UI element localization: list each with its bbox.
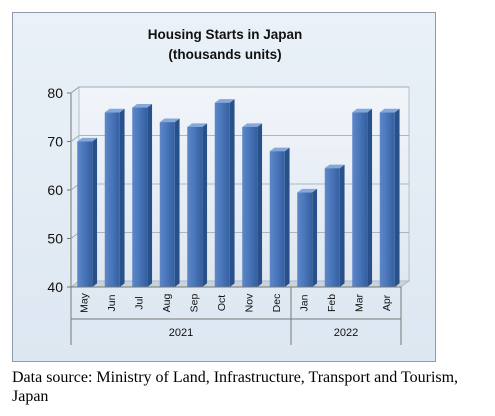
x-tick-label: Mar xyxy=(354,293,366,312)
bar xyxy=(187,126,203,287)
bar-chart: Housing Starts in Japan (thousands units… xyxy=(47,27,411,345)
bar-side xyxy=(312,188,318,287)
bar xyxy=(379,112,395,288)
y-tick-label: 80 xyxy=(47,85,63,101)
x-tick-label: Feb xyxy=(326,294,338,312)
chart-frame: Housing Starts in Japan (thousands units… xyxy=(12,12,436,362)
bar-side xyxy=(147,103,153,287)
bar-top xyxy=(269,147,290,152)
bar-top xyxy=(352,108,373,113)
gridline xyxy=(70,86,409,94)
x-tick-label: May xyxy=(79,292,91,313)
x-tick-label: Dec xyxy=(271,294,283,313)
bar-top xyxy=(379,108,400,113)
bar-top xyxy=(159,118,180,123)
bar-top xyxy=(214,99,235,103)
bar xyxy=(104,112,120,288)
bar-side xyxy=(92,137,98,287)
x-tick-label: Jan xyxy=(299,294,311,311)
bar-side xyxy=(367,108,373,287)
bar xyxy=(352,112,368,288)
x-tick-label: Sep xyxy=(189,294,201,313)
bar xyxy=(132,107,148,287)
bar-top xyxy=(77,137,98,142)
bar-top xyxy=(242,123,263,127)
x-group-label: 2021 xyxy=(169,327,193,339)
bar-side xyxy=(394,108,400,287)
y-tick-label: 50 xyxy=(47,231,63,247)
x-group-label: 2022 xyxy=(334,327,358,339)
bar xyxy=(77,141,93,287)
x-tick-label: Apr xyxy=(381,294,393,311)
bar-side xyxy=(339,164,345,287)
bar xyxy=(242,126,258,287)
bar-top xyxy=(132,103,153,108)
x-tick-label: Nov xyxy=(244,293,256,312)
y-tick-label: 70 xyxy=(47,134,63,150)
bar-side xyxy=(257,123,263,287)
bar-side xyxy=(229,99,235,287)
chart-title: Housing Starts in Japan xyxy=(148,27,303,42)
bar-top xyxy=(104,108,125,113)
bar-top xyxy=(324,164,345,169)
chart-subtitle: (thousands units) xyxy=(168,47,281,62)
bar-side xyxy=(202,123,208,287)
bar-side xyxy=(119,108,125,287)
bar-side xyxy=(174,118,180,287)
bar xyxy=(324,168,340,287)
plot-area: 40 50 60 70 80 May Jun Jul Aug Sep Oct Nov Dec Jan Feb… xyxy=(47,85,411,345)
bar-top xyxy=(297,188,318,193)
bar xyxy=(297,192,313,287)
x-tick-label: Jun xyxy=(106,294,118,311)
bar-top xyxy=(187,123,208,127)
y-tick-label: 60 xyxy=(47,182,63,198)
y-tick-label: 40 xyxy=(47,279,63,295)
data-source-note: Data source: Ministry of Land, Infrastru… xyxy=(12,369,459,405)
bar xyxy=(269,151,285,287)
x-tick-label: Jul xyxy=(134,296,146,309)
x-tick-label: Aug xyxy=(161,294,173,313)
x-tick-label: Oct xyxy=(216,295,228,311)
bar xyxy=(159,122,175,287)
bar xyxy=(214,102,230,287)
gridline xyxy=(70,135,409,142)
bar-side xyxy=(284,147,290,287)
